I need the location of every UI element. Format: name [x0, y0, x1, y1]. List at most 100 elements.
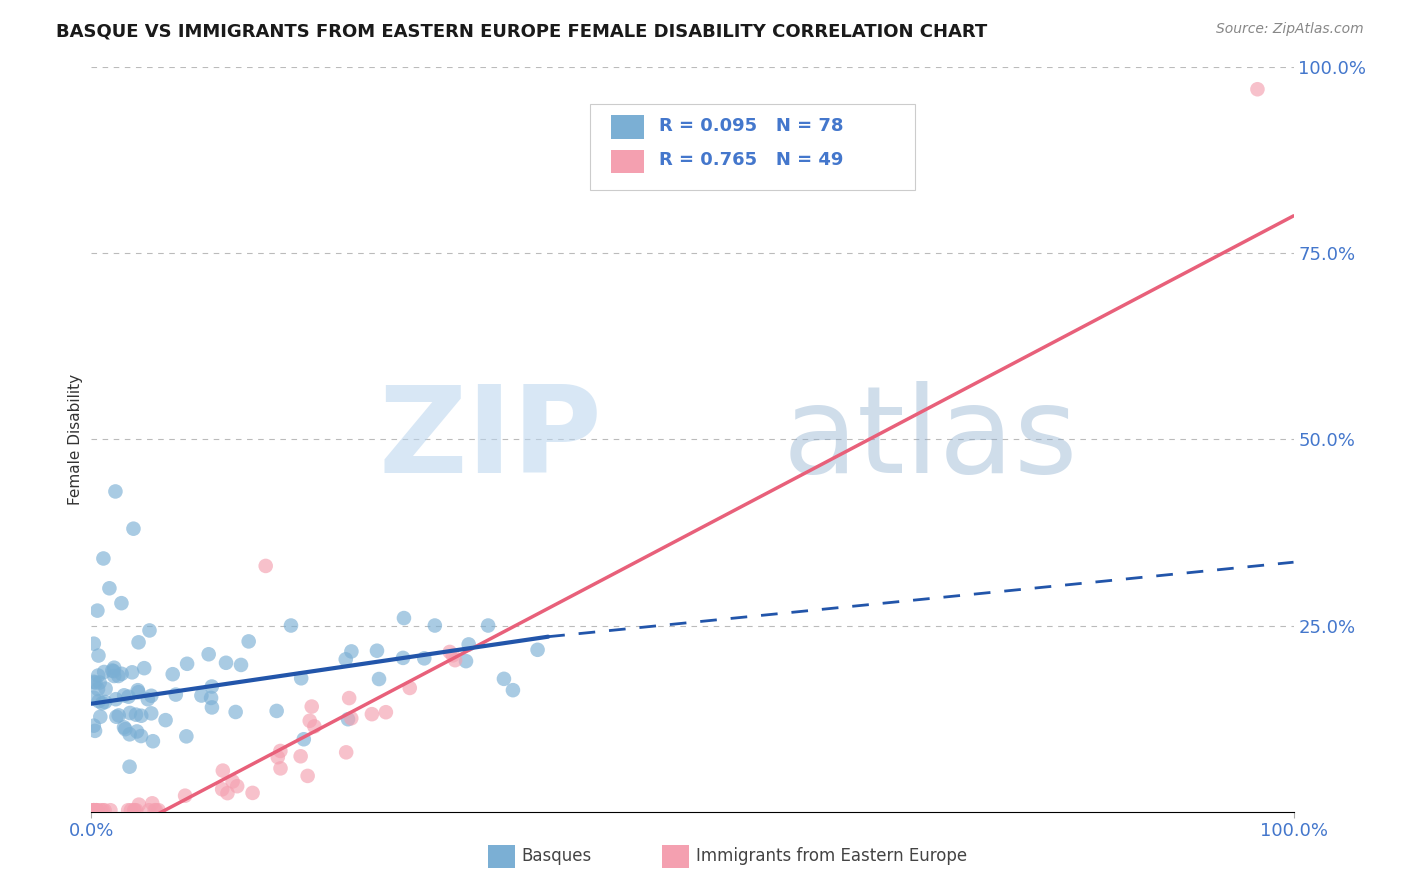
- Point: [93, 665, 115, 679]
- Point: [190, 689, 212, 703]
- Text: Immigrants from Eastern Europe: Immigrants from Eastern Europe: [696, 847, 967, 865]
- Point: [211, 764, 233, 778]
- Point: [84, 803, 107, 817]
- Point: [238, 634, 260, 648]
- Point: [129, 729, 152, 743]
- Point: [337, 691, 360, 706]
- Point: [165, 688, 187, 702]
- Point: [114, 722, 136, 736]
- Point: [441, 648, 464, 663]
- Point: [526, 642, 548, 657]
- Point: [1246, 82, 1268, 96]
- Point: [93, 803, 115, 817]
- Point: [128, 635, 150, 649]
- Point: [155, 713, 177, 727]
- Point: [280, 618, 302, 632]
- Point: [162, 667, 184, 681]
- Point: [368, 672, 391, 686]
- Point: [340, 711, 363, 725]
- Point: [145, 803, 167, 817]
- Point: [392, 611, 415, 625]
- Point: [94, 695, 117, 709]
- Point: [201, 680, 224, 694]
- Bar: [662, 846, 689, 868]
- Point: [104, 692, 127, 706]
- Point: [340, 644, 363, 658]
- Point: [174, 789, 197, 803]
- Point: [392, 651, 415, 665]
- Point: [125, 707, 148, 722]
- Point: [111, 666, 134, 681]
- Point: [134, 661, 156, 675]
- Point: [86, 803, 108, 817]
- Point: [89, 675, 111, 690]
- Text: atlas: atlas: [783, 381, 1078, 498]
- Point: [83, 719, 105, 733]
- Point: [84, 675, 107, 690]
- Text: ZIP: ZIP: [378, 381, 602, 498]
- Point: [125, 724, 148, 739]
- Point: [366, 644, 388, 658]
- Point: [254, 558, 277, 573]
- Point: [112, 689, 135, 703]
- Point: [103, 669, 125, 683]
- Point: [215, 656, 238, 670]
- Point: [86, 604, 108, 618]
- Point: [118, 760, 141, 774]
- Point: [301, 699, 323, 714]
- Point: [176, 657, 198, 671]
- Point: [141, 706, 163, 721]
- Point: [148, 803, 170, 817]
- Y-axis label: Female Disability: Female Disability: [67, 374, 83, 505]
- Point: [176, 730, 198, 744]
- Bar: [610, 115, 644, 139]
- Point: [91, 696, 114, 710]
- Point: [83, 803, 105, 817]
- Point: [107, 708, 129, 723]
- Point: [121, 665, 143, 680]
- Point: [83, 803, 105, 817]
- Point: [201, 700, 224, 714]
- Point: [267, 750, 290, 764]
- Point: [423, 618, 446, 632]
- Point: [444, 653, 467, 667]
- Point: [83, 803, 105, 817]
- Point: [439, 645, 461, 659]
- Point: [83, 674, 105, 689]
- Point: [217, 786, 239, 800]
- Point: [122, 803, 145, 817]
- Point: [502, 683, 524, 698]
- Point: [122, 522, 145, 536]
- Point: [104, 484, 127, 499]
- Point: [127, 685, 149, 699]
- Point: [335, 652, 357, 666]
- Point: [141, 797, 163, 811]
- Point: [335, 745, 357, 759]
- Point: [103, 664, 125, 678]
- Point: [83, 803, 105, 817]
- Point: [117, 690, 139, 704]
- Point: [298, 714, 321, 728]
- Point: [127, 683, 149, 698]
- Point: [226, 779, 249, 793]
- Point: [101, 664, 124, 678]
- Point: [200, 690, 222, 705]
- Point: [84, 803, 107, 817]
- Point: [87, 694, 110, 708]
- Point: [83, 803, 105, 817]
- Point: [454, 654, 477, 668]
- FancyBboxPatch shape: [591, 104, 915, 190]
- Point: [107, 669, 129, 683]
- Point: [118, 706, 141, 720]
- Point: [112, 720, 135, 734]
- Point: [90, 803, 112, 817]
- Text: BASQUE VS IMMIGRANTS FROM EASTERN EUROPE FEMALE DISABILITY CORRELATION CHART: BASQUE VS IMMIGRANTS FROM EASTERN EUROPE…: [56, 22, 987, 40]
- Point: [242, 786, 264, 800]
- Point: [221, 774, 243, 789]
- Point: [229, 657, 252, 672]
- Point: [87, 682, 110, 697]
- Point: [129, 708, 152, 723]
- Point: [105, 710, 128, 724]
- Point: [337, 712, 360, 726]
- Point: [398, 681, 420, 695]
